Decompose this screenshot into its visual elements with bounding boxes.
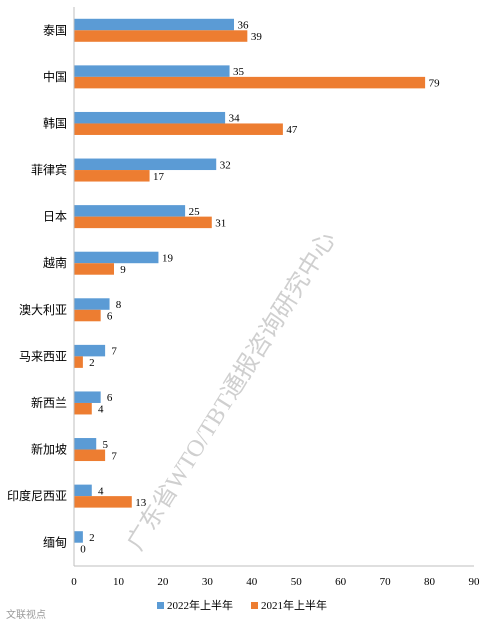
value-label: 8 bbox=[116, 299, 122, 311]
category-label: 新加坡 bbox=[31, 442, 67, 457]
x-tick-label: 40 bbox=[246, 576, 258, 588]
value-label: 7 bbox=[111, 450, 117, 462]
corner-logo: 文联视点 bbox=[6, 610, 46, 621]
x-tick-label: 10 bbox=[113, 576, 125, 588]
bar-series2-8 bbox=[74, 402, 92, 415]
bar-series2-6 bbox=[74, 309, 101, 322]
bar-series1-6 bbox=[74, 298, 110, 310]
x-tick-label: 90 bbox=[469, 576, 481, 588]
category-label: 印度尼西亚 bbox=[7, 488, 67, 503]
bar-series2-10 bbox=[74, 496, 132, 508]
value-label: 5 bbox=[102, 439, 108, 451]
category-label: 泰国 bbox=[43, 23, 67, 37]
category-label: 马来西亚 bbox=[19, 349, 67, 363]
x-tick-label: 20 bbox=[157, 576, 169, 588]
bar-series2-3 bbox=[74, 170, 150, 182]
value-label: 34 bbox=[229, 113, 241, 125]
x-tick-label: 50 bbox=[291, 576, 303, 588]
category-label: 新西兰 bbox=[31, 395, 67, 410]
category-label: 缅甸 bbox=[43, 536, 67, 550]
bar-series2-1 bbox=[74, 76, 426, 89]
x-tick-label: 70 bbox=[380, 576, 392, 588]
bar-series2-4 bbox=[74, 216, 212, 229]
bar-series2-2 bbox=[74, 123, 283, 135]
category-label: 菲律宾 bbox=[31, 162, 67, 177]
value-label: 7 bbox=[111, 346, 117, 358]
bar-series2-0 bbox=[74, 30, 248, 42]
bar-series1-1 bbox=[74, 65, 230, 77]
bar-series1-8 bbox=[74, 391, 101, 403]
legend-label: 2021年上半年 bbox=[261, 598, 327, 612]
watermark: 广东省WTO/TBT通报咨询研究中心 bbox=[122, 227, 341, 555]
legend-swatch bbox=[157, 602, 164, 609]
value-label: 79 bbox=[429, 78, 441, 90]
legend: 2022年上半年 2021年上半年 bbox=[157, 598, 327, 612]
category-label: 中国 bbox=[43, 69, 67, 84]
bar-series1-5 bbox=[74, 251, 159, 264]
x-tick-label: 0 bbox=[71, 576, 77, 588]
value-label: 32 bbox=[220, 159, 231, 171]
value-label: 17 bbox=[153, 171, 165, 183]
value-label: 4 bbox=[98, 404, 104, 416]
x-tick-label: 30 bbox=[202, 576, 214, 588]
category-label: 韩国 bbox=[43, 115, 67, 130]
x-tick-label: 80 bbox=[424, 576, 436, 588]
value-label: 9 bbox=[120, 264, 126, 276]
category-label: 日本 bbox=[43, 210, 67, 224]
bar-series1-2 bbox=[74, 111, 226, 124]
watermark-text: 广东省WTO/TBT通报咨询研究中心 bbox=[122, 227, 341, 555]
value-label: 47 bbox=[286, 124, 298, 136]
value-label: 6 bbox=[107, 311, 113, 323]
value-label: 4 bbox=[98, 485, 104, 497]
value-label: 2 bbox=[89, 532, 95, 544]
value-label: 25 bbox=[189, 206, 201, 218]
bar-series1-0 bbox=[74, 18, 234, 31]
legend-swatch bbox=[251, 602, 258, 609]
value-label: 13 bbox=[135, 497, 147, 509]
category-label: 澳大利亚 bbox=[19, 303, 67, 317]
value-label: 19 bbox=[162, 252, 174, 264]
bar-series2-5 bbox=[74, 263, 114, 275]
value-label: 36 bbox=[238, 20, 250, 32]
x-tick-label: 60 bbox=[335, 576, 347, 588]
bar-series1-9 bbox=[74, 438, 97, 450]
category-label: 越南 bbox=[43, 255, 67, 270]
bar-series2-7 bbox=[74, 356, 83, 368]
bar-series1-7 bbox=[74, 344, 106, 357]
value-label: 31 bbox=[215, 217, 226, 229]
x-tick-labels: 0 10 20 30 40 50 60 70 80 90 bbox=[71, 576, 480, 588]
value-label: 39 bbox=[251, 31, 263, 43]
value-label: 2 bbox=[89, 357, 95, 369]
value-label: 0 bbox=[80, 543, 86, 555]
legend-label: 2022年上半年 bbox=[167, 598, 233, 612]
bar-series1-3 bbox=[74, 158, 217, 171]
value-label: 35 bbox=[233, 66, 245, 78]
bar-series1-11 bbox=[74, 531, 83, 543]
value-label: 6 bbox=[107, 392, 113, 404]
bar-series1-10 bbox=[74, 484, 92, 497]
bar-series2-9 bbox=[74, 449, 106, 462]
bar-series1-4 bbox=[74, 205, 186, 217]
